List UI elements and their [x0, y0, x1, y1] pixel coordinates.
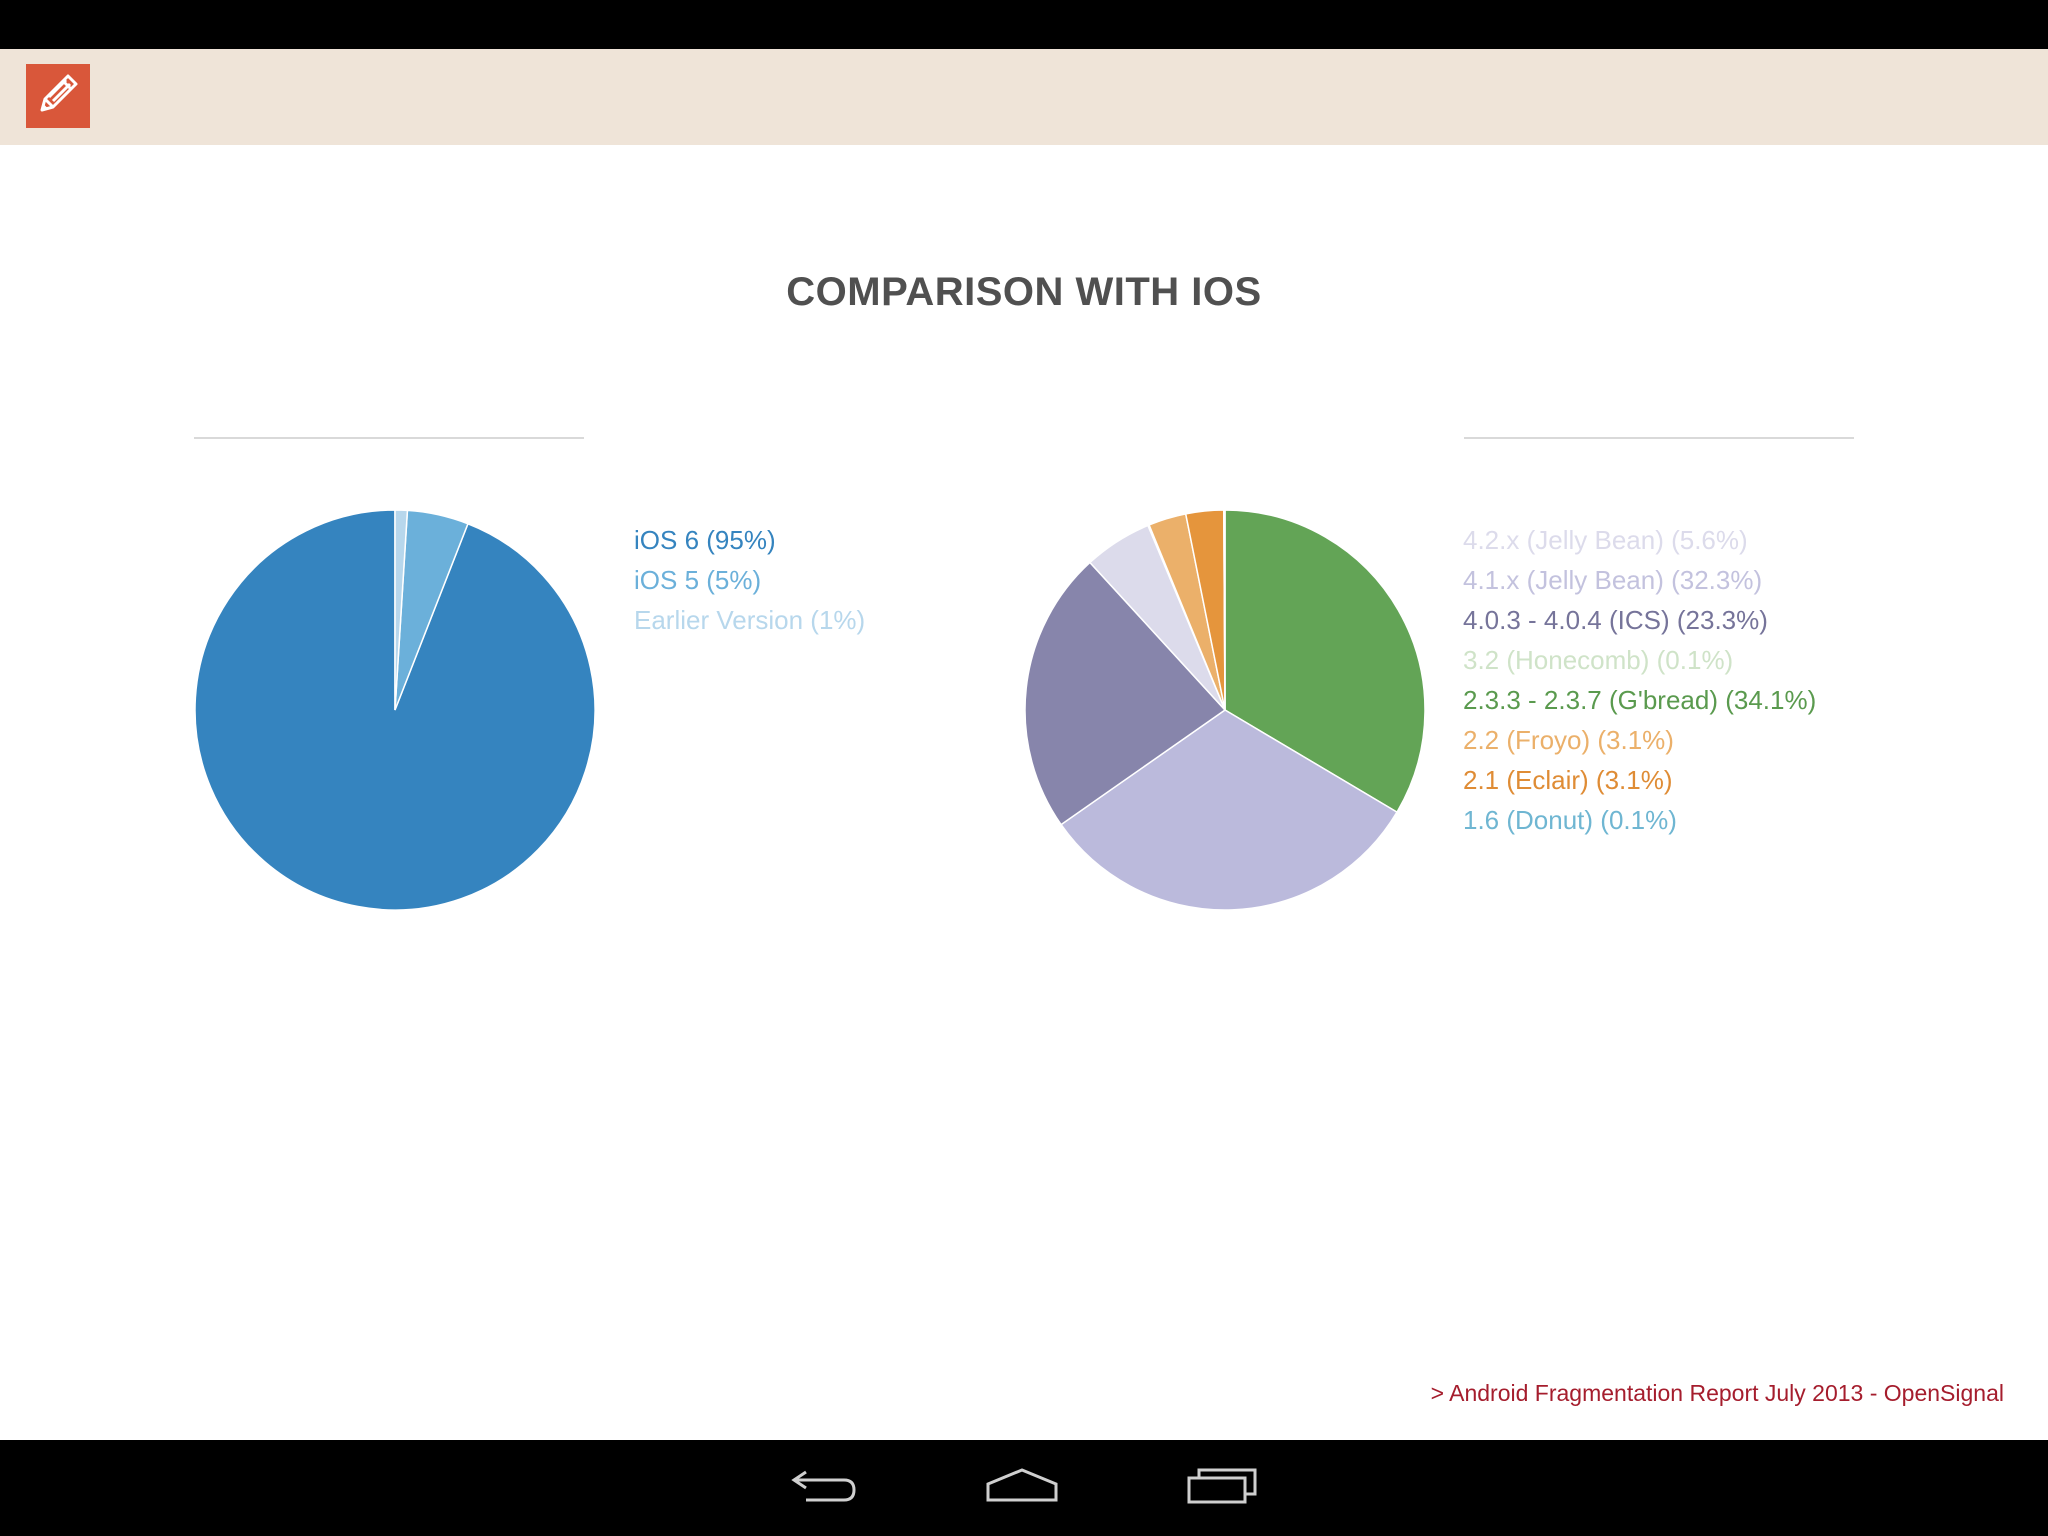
pie-slice — [1024, 561, 1227, 826]
app-bar — [0, 49, 2048, 145]
nav-bar — [0, 1440, 2048, 1536]
edit-button[interactable] — [26, 64, 90, 128]
back-icon — [786, 1464, 860, 1513]
pie-slice — [394, 509, 409, 711]
legend-item: iOS 5 (5%) — [634, 565, 762, 595]
ios-legend: iOS 6 (95%) iOS 5 (5%) Earlier Version (1%… — [634, 520, 865, 640]
pie-slice — [1224, 509, 1426, 814]
title-rule-right — [1464, 437, 1854, 439]
recents-icon — [1183, 1464, 1263, 1513]
status-bar — [0, 0, 2048, 49]
legend-item: 4.1.x (Jelly Bean) (32.3%) — [1463, 565, 1763, 595]
pencil-icon — [32, 68, 84, 125]
android-pie-chart — [1024, 509, 1426, 911]
android-legend: 4.2.x (Jelly Bean) (5.6%) 4.1.x (Jelly Be… — [1463, 520, 1816, 840]
legend-item: 2.3.3 - 2.3.7 (G'bread) (34.1%) — [1463, 685, 1817, 715]
ios-pie-chart — [194, 509, 596, 911]
slide-title: COMPARISON WITH IOS — [786, 270, 1262, 314]
legend-item: Earlier Version (1%) — [634, 605, 866, 635]
legend-item: 2.1 (Eclair) (3.1%) — [1463, 765, 1673, 795]
recents-button[interactable] — [1178, 1456, 1268, 1520]
pie-slice — [1223, 509, 1226, 711]
legend-item: iOS 6 (95%) — [634, 525, 776, 555]
pie-slice — [1060, 709, 1398, 911]
legend-item: 1.6 (Donut) (0.1%) — [1463, 805, 1677, 835]
legend-item: 4.0.3 - 4.0.4 (ICS) (23.3%) — [1463, 605, 1768, 635]
legend-item: 3.2 (Honecomb) (0.1%) — [1463, 645, 1734, 675]
title-rule-left — [194, 437, 584, 439]
source-link[interactable]: > Android Fragmentation Report July 2013… — [1430, 1380, 2004, 1406]
back-button[interactable] — [778, 1456, 868, 1520]
home-icon — [982, 1464, 1062, 1513]
legend-item: 2.2 (Froyo) (3.1%) — [1463, 725, 1674, 755]
home-button[interactable] — [977, 1456, 1067, 1520]
legend-item: 4.2.x (Jelly Bean) (5.6%) — [1463, 525, 1748, 555]
